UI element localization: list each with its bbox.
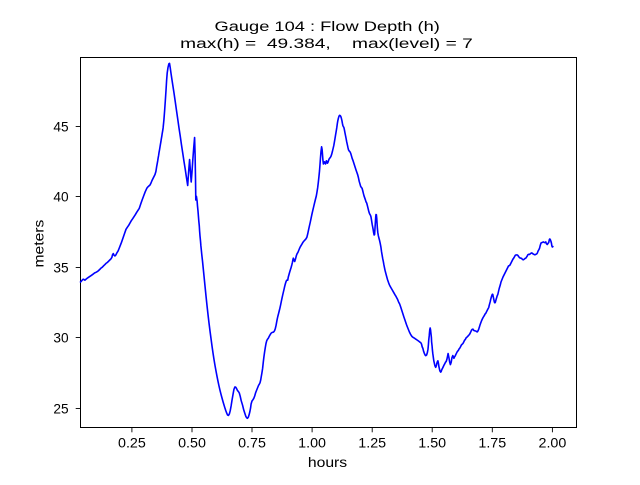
svg-text:25: 25 — [53, 401, 68, 417]
svg-text:0.50: 0.50 — [178, 436, 206, 452]
svg-text:hours: hours — [308, 455, 347, 471]
svg-text:40: 40 — [53, 189, 68, 205]
svg-text:1.25: 1.25 — [358, 436, 386, 452]
svg-text:1.75: 1.75 — [478, 436, 506, 452]
svg-text:1.00: 1.00 — [298, 436, 326, 452]
svg-text:1.50: 1.50 — [418, 436, 446, 452]
svg-text:35: 35 — [53, 260, 68, 276]
svg-text:45: 45 — [53, 119, 68, 135]
svg-text:30: 30 — [53, 330, 68, 346]
svg-text:0.75: 0.75 — [238, 436, 266, 452]
svg-text:meters: meters — [32, 220, 48, 268]
svg-text:0.25: 0.25 — [118, 436, 146, 452]
svg-text:max(h) = 49.384, max(level: max(h) = 49.384, max(level) = 7 — [180, 36, 473, 52]
svg-text:2.00: 2.00 — [539, 436, 567, 452]
svg-text:Gauge 104 : Flow Depth (h): Gauge 104 : Flow Depth (h) — [215, 19, 440, 35]
